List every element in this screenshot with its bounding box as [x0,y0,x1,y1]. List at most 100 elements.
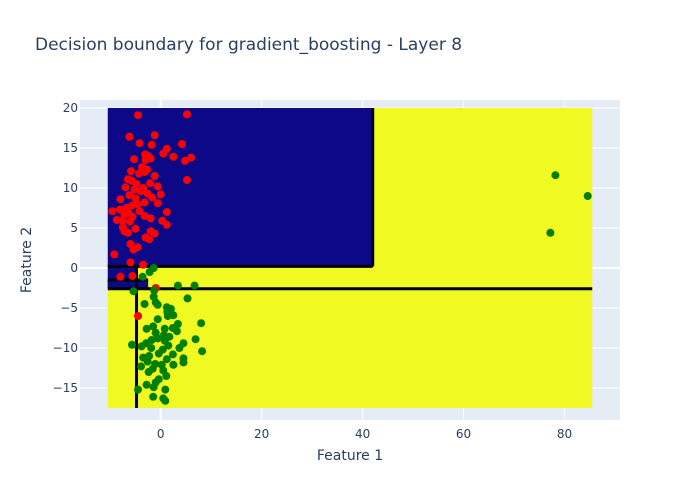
data-point-class-1 [198,347,207,356]
data-point-class-1 [161,396,170,405]
data-point-class-0 [126,258,135,267]
data-point-class-0 [128,272,137,280]
data-point-class-0 [159,149,168,158]
data-point-class-0 [125,191,134,200]
data-point-class-0 [135,169,144,178]
data-point-class-0 [129,245,138,254]
data-point-class-0 [135,139,144,148]
data-point-class-1 [153,315,162,324]
data-point-class-0 [140,198,149,207]
region-class-0 [107,280,149,288]
data-point-class-1 [190,281,199,290]
data-point-class-1 [137,342,146,351]
data-point-class-1 [150,286,159,295]
data-point-class-1 [169,360,178,369]
y-tick-label: −10 [53,341,78,355]
data-point-class-0 [150,172,159,180]
y-tick-label: 5 [70,221,78,235]
data-point-class-0 [147,140,156,149]
data-point-class-0 [162,220,171,229]
x-axis-title: Feature 1 [317,448,383,464]
y-tick-label: 20 [63,101,78,115]
data-point-class-0 [148,193,157,202]
data-point-class-1 [149,322,158,331]
data-point-class-0 [135,207,144,216]
data-point-class-1 [149,392,158,401]
data-point-class-0 [156,190,165,199]
data-point-class-1 [142,324,151,333]
data-points [108,110,592,405]
data-point-class-0 [121,183,130,192]
data-point-class-0 [136,187,145,196]
data-point-class-1 [137,362,146,371]
x-tick-labels: 0 20 40 60 80 [157,427,572,441]
y-tick-label: 0 [70,261,78,275]
data-point-class-0 [146,154,155,163]
data-point-class-1 [127,340,136,349]
data-point-class-1 [140,300,149,308]
chart-title: Decision boundary for gradient_boosting … [35,35,462,55]
data-point-class-1 [583,192,592,200]
data-point-class-1 [164,341,173,350]
data-point-class-1 [129,287,138,296]
data-point-class-1 [168,350,177,359]
data-point-class-0 [130,155,138,164]
data-point-class-0 [153,182,162,191]
data-point-class-0 [146,179,155,188]
data-point-class-0 [139,260,148,269]
y-tick-label: 10 [63,181,78,195]
data-point-class-1 [147,344,156,352]
data-point-class-1 [142,380,151,389]
data-point-class-0 [108,207,117,216]
data-point-class-1 [162,355,171,364]
data-point-class-0 [153,199,162,208]
data-point-class-0 [130,185,139,194]
data-point-class-0 [134,312,143,320]
data-point-class-0 [115,205,124,214]
data-point-class-1 [138,272,147,281]
data-point-class-0 [110,250,119,259]
y-tick-label: −5 [60,301,78,315]
data-point-class-0 [150,131,159,140]
data-point-class-0 [134,111,143,120]
data-point-class-0 [162,208,171,216]
data-point-class-1 [153,334,162,343]
data-point-class-1 [134,385,143,394]
data-point-class-1 [162,372,171,380]
x-tick-label: 0 [157,427,165,441]
data-point-class-0 [116,272,125,281]
data-point-class-1 [551,171,560,180]
data-point-class-1 [149,383,158,392]
data-point-class-1 [179,358,188,367]
data-point-class-0 [123,228,132,237]
y-tick-labels: −15 −10 −5 0 5 10 15 20 [53,101,78,395]
data-point-class-1 [161,385,170,394]
data-point-class-1 [144,368,153,376]
data-point-class-1 [175,344,184,352]
data-point-class-1 [191,335,200,344]
data-point-class-1 [546,228,555,237]
x-tick-label: 20 [254,427,269,441]
data-point-class-1 [173,281,182,290]
data-point-class-0 [187,153,196,162]
data-point-class-1 [183,294,192,303]
data-point-class-1 [160,324,169,333]
data-point-class-0 [182,110,191,119]
data-point-class-1 [154,349,163,358]
data-point-class-0 [118,216,127,225]
data-point-class-0 [131,224,140,233]
y-tick-label: 15 [63,141,78,155]
data-point-class-0 [180,156,189,165]
data-point-class-1 [143,357,152,366]
data-point-class-1 [172,327,181,336]
data-point-class-0 [140,212,149,220]
data-point-class-0 [169,152,178,161]
y-axis-title: Feature 2 [19,227,35,293]
data-point-class-0 [146,214,155,223]
data-point-class-0 [150,229,159,238]
data-point-class-0 [126,167,135,176]
x-tick-label: 40 [355,427,370,441]
data-point-class-1 [145,268,154,276]
data-point-class-0 [177,140,186,148]
